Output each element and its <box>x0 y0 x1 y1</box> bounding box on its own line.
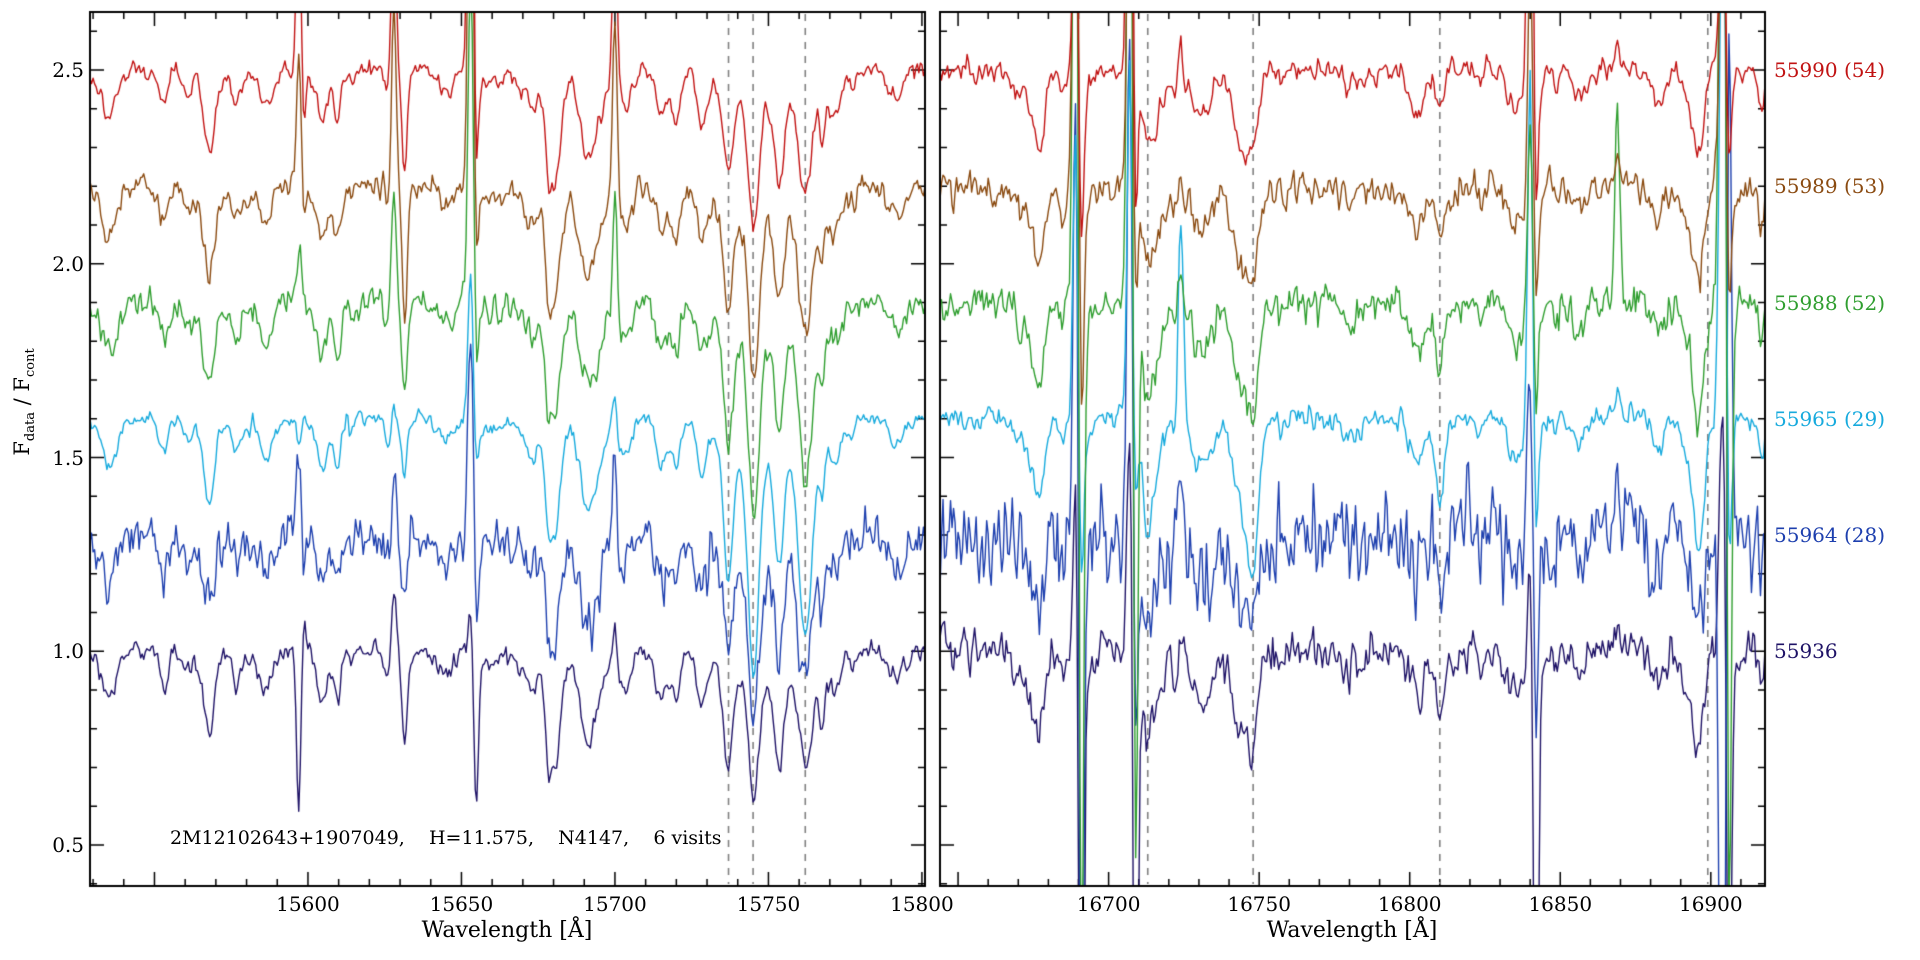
x-tick-label: 15650 <box>429 892 494 916</box>
x-tick-label: 16750 <box>1227 892 1291 916</box>
target-annotation: 2M12102643+1907049, H=11.575, N4147, 6 v… <box>170 827 722 849</box>
series-epoch-label: 55989 (53) <box>1774 174 1886 199</box>
y-tick-label: 2.5 <box>52 58 84 83</box>
x-axis-label-right: Wavelength [Å] <box>1266 918 1438 943</box>
y-tick-label: 1.5 <box>52 445 84 470</box>
y-tick-label: 1.0 <box>52 639 84 664</box>
y-axis-label-sub2: cont <box>23 348 39 378</box>
y-axis-label-f2: F <box>9 377 34 392</box>
x-tick-label: 16850 <box>1528 892 1593 916</box>
series-epoch-label: 55990 (54) <box>1774 58 1886 83</box>
x-tick-label: 16900 <box>1678 892 1743 916</box>
y-tick-label: 0.5 <box>52 832 84 857</box>
y-axis-label: Fdata / Fcont <box>10 348 38 455</box>
x-axis-label-left: Wavelength [Å] <box>421 918 593 943</box>
series-epoch-label: 55964 (28) <box>1774 523 1886 547</box>
x-tick-label: 15750 <box>736 892 801 916</box>
series-epoch-label: 55988 (52) <box>1774 290 1886 315</box>
y-axis-label-sep: / <box>9 391 34 413</box>
y-tick-label: 2.0 <box>52 251 84 276</box>
series-epoch-label: 55965 (29) <box>1774 406 1886 431</box>
x-tick-label: 15600 <box>276 892 340 916</box>
x-tick-label: 15800 <box>890 892 954 916</box>
x-tick-label: 15700 <box>583 892 647 916</box>
series-epoch-label: 55936 <box>1774 639 1838 664</box>
y-axis-label-sub1: data <box>23 412 39 442</box>
x-tick-label: 16700 <box>1076 892 1141 916</box>
x-tick-label: 16800 <box>1377 892 1442 916</box>
